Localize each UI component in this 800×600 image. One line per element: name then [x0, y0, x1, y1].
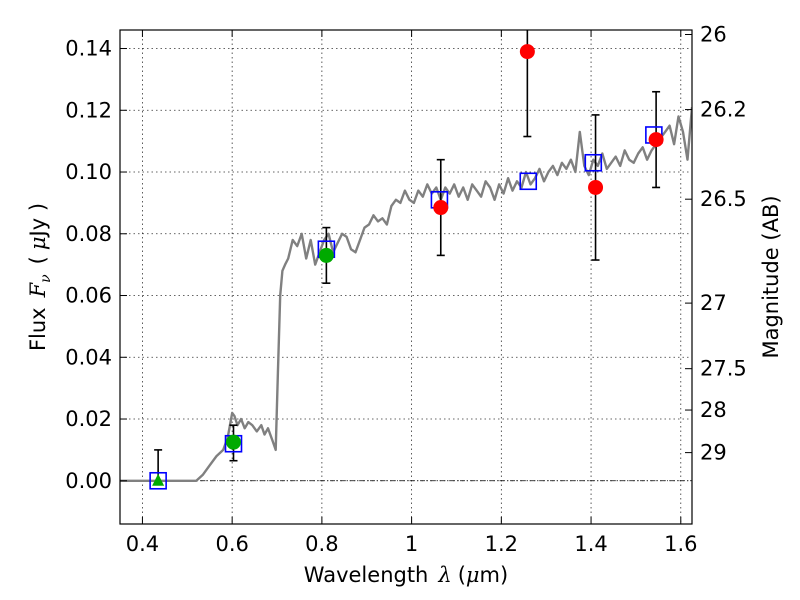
mag-tick-label: 27.5: [700, 357, 747, 381]
observed-flux-point: [588, 179, 604, 195]
mag-tick-label: 27: [700, 291, 727, 315]
observed-upper-limit-triangle: [152, 473, 165, 486]
x-tick-label: 1.6: [664, 532, 697, 556]
sed-model-curve: [120, 107, 692, 482]
mag-tick-label: 29: [700, 441, 727, 465]
y-tick-label: 0.14: [65, 37, 112, 61]
y-axis-label-text: Flux: [26, 307, 50, 351]
mag-tick-label: 26: [700, 22, 727, 46]
x-axis-label-text: Wavelength: [304, 563, 429, 587]
y-axis-label-symbol: F: [26, 281, 50, 298]
model-photometry-square: [149, 471, 167, 490]
y-axis-label-units-mu: μ: [26, 236, 50, 250]
x-tick-label: 0.4: [126, 532, 159, 556]
mag-tick-label: 26.5: [700, 187, 747, 211]
x-axis-label-units-mu: μ: [466, 563, 480, 587]
x-tick-label: 1.4: [574, 532, 607, 556]
observed-flux-point: [648, 132, 664, 148]
observed-flux-point: [318, 247, 334, 263]
y-tick-label: 0.00: [65, 469, 112, 493]
y-axis-label-units-open: (: [26, 256, 50, 264]
plot-area: [120, 30, 692, 490]
y2-axis-label: Magnitude (AB): [759, 195, 783, 358]
observed-flux-point: [433, 200, 449, 216]
mag-tick-label: 26.2: [700, 98, 747, 122]
y-tick-label: 0.04: [65, 345, 112, 369]
y-tick-label: 0.06: [65, 284, 112, 308]
grid: [120, 30, 692, 524]
y-axis-label: Flux Fν ( μJy ): [26, 203, 54, 351]
plot-frame: [119, 29, 693, 525]
y-axis-label-units-rest: Jy ): [26, 203, 50, 239]
observed-flux-point: [226, 434, 242, 450]
mag-tick-label: 28: [700, 398, 727, 422]
y-tick-label: 0.12: [65, 98, 112, 122]
x-axis-label-units-open: (: [458, 563, 466, 587]
model-photometry-square: [584, 153, 603, 172]
x-axis-label-symbol: λ: [437, 563, 451, 587]
y-tick-label: 0.08: [65, 222, 112, 246]
ticks: 0.4 0.6 0.8 1 1.2 1.4 1.6 0.00 0.02 0.04 0.06 0.08 0…: [65, 22, 747, 556]
x-axis-label-units-rest: m): [480, 563, 509, 587]
x-axis-label: Wavelength λ (μm): [304, 563, 508, 587]
model-photometry-square: [519, 172, 538, 191]
y-tick-label: 0.10: [65, 160, 112, 184]
x-tick-label: 0.8: [305, 532, 338, 556]
x-tick-label: 1: [405, 532, 418, 556]
y-tick-label: 0.02: [65, 407, 112, 431]
y-axis-label-subscript: ν: [38, 274, 54, 283]
x-tick-label: 1.2: [485, 532, 518, 556]
x-tick-label: 0.6: [215, 532, 248, 556]
observed-flux-point: [519, 44, 535, 60]
